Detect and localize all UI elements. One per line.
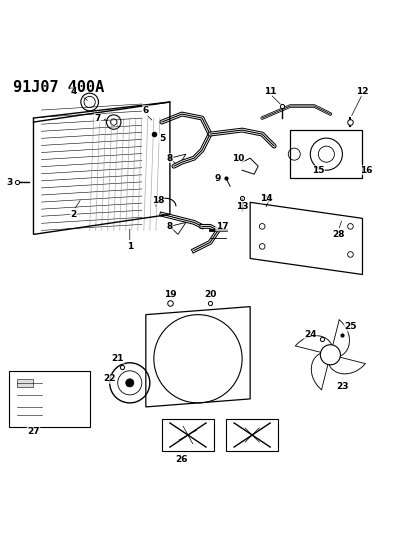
Text: 19: 19 (164, 290, 176, 299)
Text: 13: 13 (236, 202, 248, 211)
Text: 15: 15 (312, 166, 324, 175)
Text: 27: 27 (27, 426, 40, 435)
Text: 10: 10 (232, 154, 244, 163)
Polygon shape (330, 320, 349, 357)
Text: 91J07 400A: 91J07 400A (13, 80, 105, 95)
Polygon shape (328, 355, 365, 374)
Text: 18: 18 (152, 196, 164, 205)
Text: 1: 1 (127, 242, 133, 251)
Text: 23: 23 (336, 382, 349, 391)
Text: 20: 20 (204, 290, 216, 299)
FancyBboxPatch shape (9, 371, 90, 427)
FancyBboxPatch shape (226, 419, 278, 451)
Polygon shape (295, 336, 332, 355)
Text: 3: 3 (6, 177, 13, 187)
Text: 14: 14 (260, 194, 273, 203)
Text: 21: 21 (112, 354, 124, 364)
Circle shape (81, 93, 99, 111)
Text: 17: 17 (216, 222, 228, 231)
Polygon shape (17, 379, 34, 387)
Text: 25: 25 (344, 322, 357, 331)
Text: 26: 26 (176, 455, 188, 464)
Text: 11: 11 (264, 87, 276, 96)
Polygon shape (170, 154, 186, 166)
Text: 24: 24 (304, 330, 317, 339)
Text: 12: 12 (356, 87, 369, 96)
Text: 8: 8 (167, 154, 173, 163)
Text: 5: 5 (159, 134, 165, 143)
Polygon shape (311, 353, 330, 390)
Text: 8: 8 (167, 222, 173, 231)
Text: 4: 4 (70, 87, 77, 96)
Text: 9: 9 (215, 174, 221, 183)
Text: 16: 16 (360, 166, 373, 175)
Text: 6: 6 (143, 106, 149, 115)
Polygon shape (170, 222, 186, 235)
Text: 7: 7 (95, 114, 101, 123)
Circle shape (126, 379, 134, 387)
Text: 2: 2 (70, 210, 77, 219)
FancyBboxPatch shape (162, 419, 214, 451)
Text: 22: 22 (103, 374, 116, 383)
Circle shape (320, 345, 341, 365)
Text: 28: 28 (332, 230, 345, 239)
